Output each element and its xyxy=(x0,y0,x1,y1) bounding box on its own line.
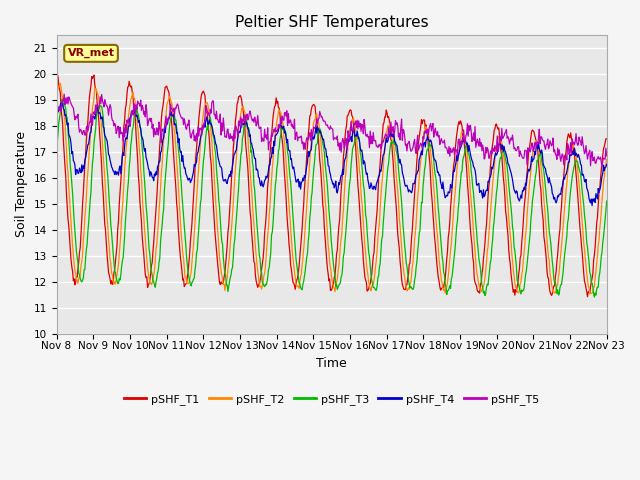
pSHF_T5 xyxy=(63,95,71,100)
Line: pSHF_T2: pSHF_T2 xyxy=(56,84,607,294)
pSHF_T5 xyxy=(399,127,407,132)
Title: Peltier SHF Temperatures: Peltier SHF Temperatures xyxy=(235,15,428,30)
pSHF_T2 xyxy=(205,108,212,113)
X-axis label: Time: Time xyxy=(316,357,347,370)
pSHF_T2 xyxy=(415,175,423,181)
pSHF_T5 xyxy=(415,145,423,151)
pSHF_T2 xyxy=(52,93,60,98)
pSHF_T1 xyxy=(63,204,71,210)
pSHF_T4 xyxy=(63,122,71,128)
pSHF_T3 xyxy=(205,119,212,125)
pSHF_T4 xyxy=(176,145,184,151)
pSHF_T2 xyxy=(120,182,128,188)
pSHF_T4 xyxy=(399,173,407,179)
pSHF_T5 xyxy=(176,111,184,117)
pSHF_T3 xyxy=(52,153,60,158)
Line: pSHF_T1: pSHF_T1 xyxy=(56,73,607,297)
pSHF_T5 xyxy=(603,153,611,159)
pSHF_T3 xyxy=(399,224,407,229)
pSHF_T1 xyxy=(399,284,407,290)
pSHF_T3 xyxy=(415,230,423,236)
pSHF_T1 xyxy=(415,134,423,140)
pSHF_T3 xyxy=(120,245,128,251)
pSHF_T1 xyxy=(205,131,212,136)
pSHF_T1 xyxy=(584,294,591,300)
Text: VR_met: VR_met xyxy=(68,48,115,59)
pSHF_T4 xyxy=(603,161,611,167)
pSHF_T2 xyxy=(603,156,611,162)
pSHF_T5 xyxy=(598,164,606,170)
Line: pSHF_T3: pSHF_T3 xyxy=(56,99,607,297)
pSHF_T5 xyxy=(205,112,212,118)
pSHF_T1 xyxy=(52,73,60,79)
pSHF_T1 xyxy=(603,136,611,142)
pSHF_T3 xyxy=(176,158,184,164)
pSHF_T5 xyxy=(52,105,60,111)
pSHF_T3 xyxy=(60,96,67,102)
pSHF_T2 xyxy=(586,291,594,297)
pSHF_T4 xyxy=(57,100,65,106)
Y-axis label: Soil Temperature: Soil Temperature xyxy=(15,132,28,238)
pSHF_T4 xyxy=(52,116,60,121)
pSHF_T3 xyxy=(63,115,71,121)
pSHF_T2 xyxy=(176,207,184,213)
pSHF_T3 xyxy=(591,294,598,300)
pSHF_T4 xyxy=(588,203,596,208)
pSHF_T5 xyxy=(120,126,128,132)
pSHF_T1 xyxy=(120,124,128,130)
pSHF_T1 xyxy=(54,70,61,76)
pSHF_T4 xyxy=(120,153,128,158)
Line: pSHF_T4: pSHF_T4 xyxy=(56,103,607,205)
pSHF_T3 xyxy=(603,198,611,204)
pSHF_T2 xyxy=(63,162,71,168)
Line: pSHF_T5: pSHF_T5 xyxy=(56,94,607,167)
pSHF_T4 xyxy=(205,120,212,126)
pSHF_T2 xyxy=(399,264,407,269)
pSHF_T2 xyxy=(56,81,64,86)
pSHF_T4 xyxy=(415,156,423,162)
pSHF_T1 xyxy=(176,246,184,252)
Legend: pSHF_T1, pSHF_T2, pSHF_T3, pSHF_T4, pSHF_T5: pSHF_T1, pSHF_T2, pSHF_T3, pSHF_T4, pSHF… xyxy=(119,390,544,409)
pSHF_T5 xyxy=(60,91,68,97)
